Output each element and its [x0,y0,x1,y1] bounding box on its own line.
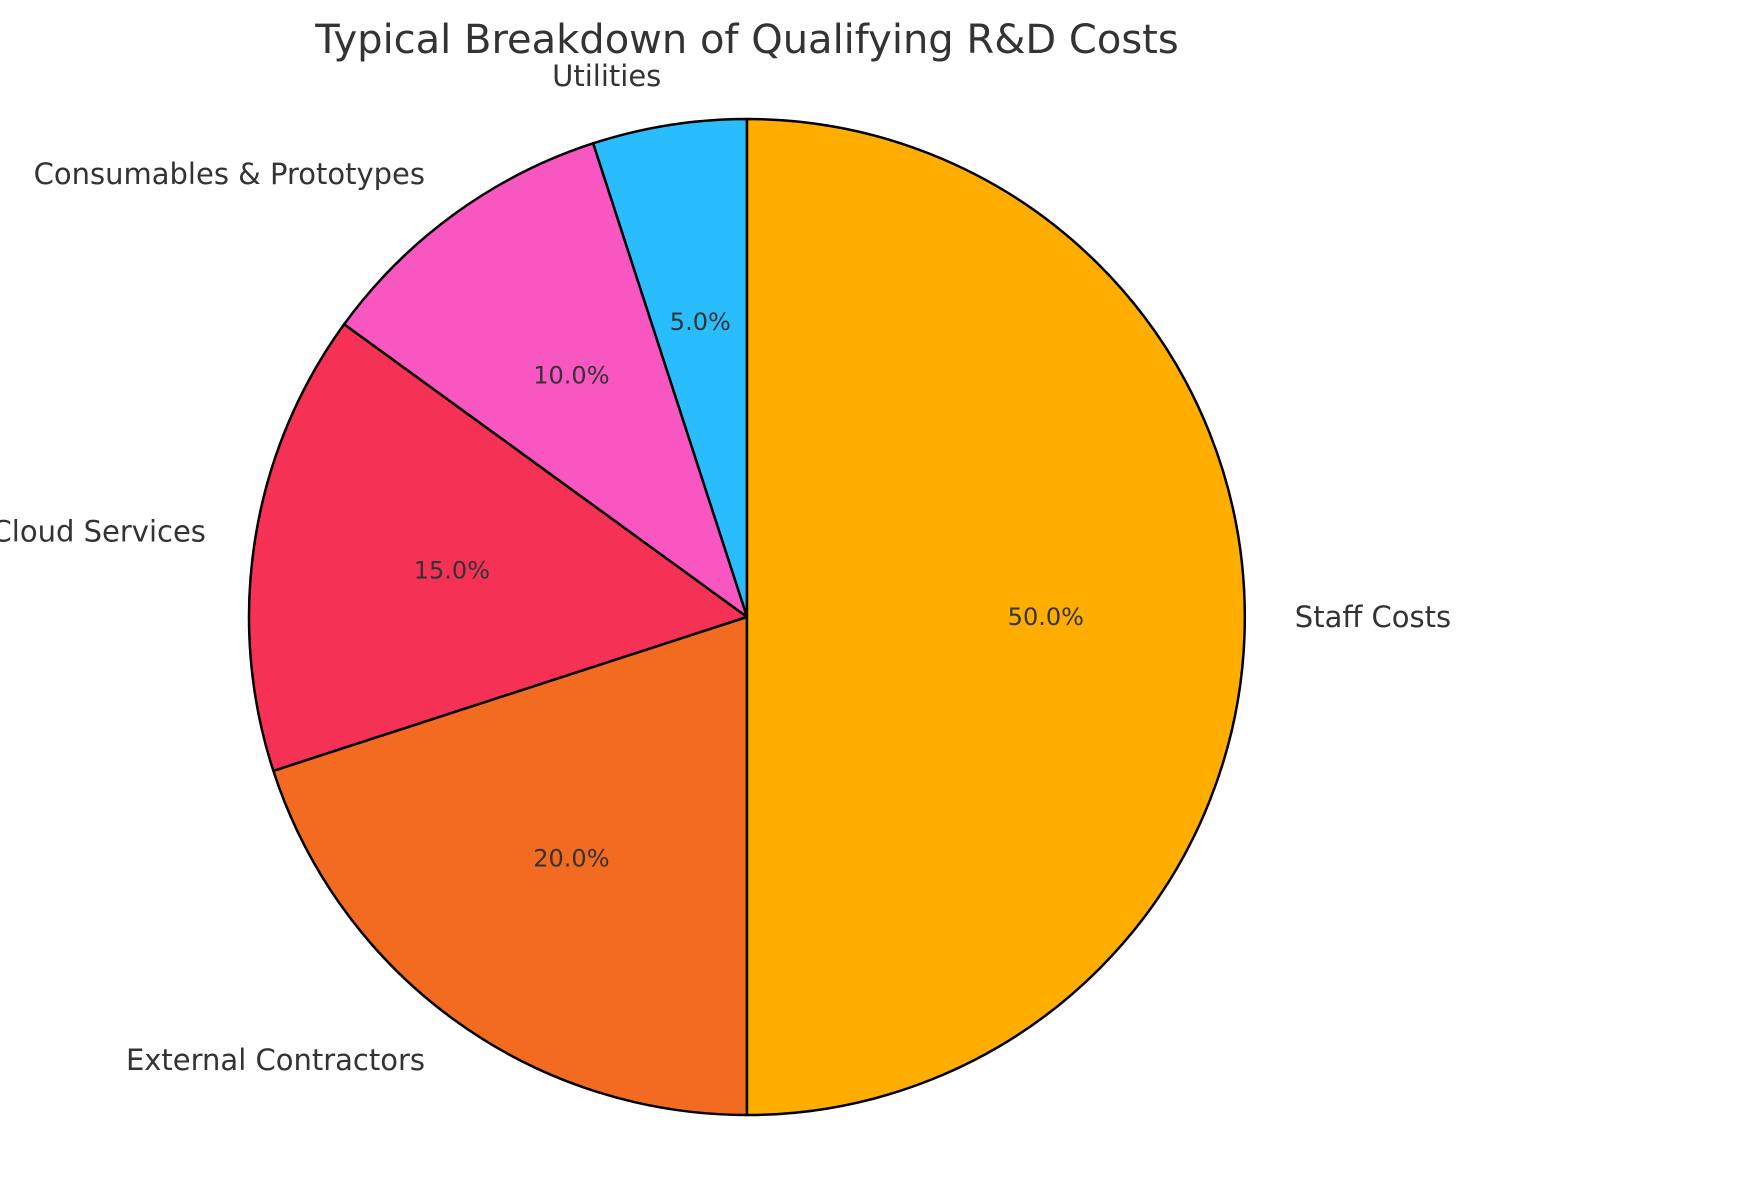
percent-label-staff-costs: 50.0% [1008,603,1084,631]
percent-label-software-and-cloud-services: 15.0% [414,556,490,584]
pie-slice-software-and-cloud-services [247,323,749,773]
slice-label-software-and-cloud-services: Software & Cloud Services [0,514,206,548]
pie-slices [247,117,1247,1117]
percent-label-utilities: 5.0% [670,308,731,336]
slice-label-staff-costs: Staff Costs [1295,600,1451,634]
pie-slice-consumables-and-prototypes [342,142,749,619]
pie-slice-utilities [591,117,749,619]
percent-labels: 5.0% 10.0% 15.0% 20.0% 50.0% [414,308,1084,873]
percent-label-consumables-and-prototypes: 10.0% [533,361,609,389]
slice-label-external-contractors: External Contractors [126,1043,425,1077]
slice-label-consumables-and-prototypes: Consumables & Prototypes [34,157,425,191]
slice-label-utilities: Utilities [552,59,661,93]
chart-title: Typical Breakdown of Qualifying R&D Cost… [314,17,1178,63]
percent-label-external-contractors: 20.0% [533,845,609,873]
pie-slice-external-contractors [272,615,749,1117]
pie-slice-staff-costs [745,117,1247,1117]
slice-labels: Utilities Consumables & Prototypes Softwar… [0,59,1451,1077]
